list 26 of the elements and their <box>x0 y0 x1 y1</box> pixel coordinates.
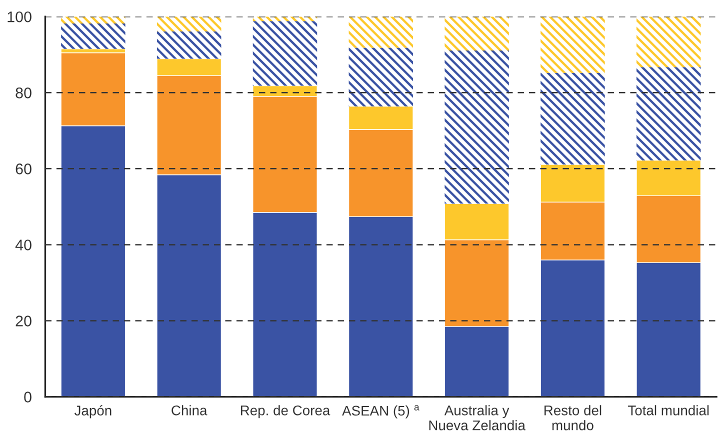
x-tick-label: ASEAN (5) $^{a}$ <box>342 405 420 418</box>
bar <box>156 31 222 59</box>
y-tick-label: 20 <box>16 316 32 326</box>
x-tick-label: Total mundial <box>628 405 709 416</box>
y-tick-label: 60 <box>16 164 32 174</box>
bar <box>636 67 701 160</box>
bar <box>636 16 701 68</box>
x-tick-label: Rep. de Corea <box>240 405 330 418</box>
bar <box>61 16 126 24</box>
bar <box>61 23 126 49</box>
y-tick-label: 0 <box>24 392 32 402</box>
y-tick-label: 100 <box>8 11 32 22</box>
bar <box>444 50 509 204</box>
bar <box>348 16 414 48</box>
bar <box>444 16 509 50</box>
bar <box>540 16 605 73</box>
x-tick-label: Australia y Nueva Zelandia <box>429 405 526 430</box>
bar <box>348 48 414 106</box>
y-tick-label: 80 <box>16 88 32 98</box>
bar <box>540 72 605 164</box>
y-tick-label: 40 <box>15 240 32 250</box>
x-tick-label: Resto del mundo <box>544 405 602 430</box>
bar <box>252 21 318 86</box>
x-tick-label: Japón <box>74 405 112 418</box>
x-tick-label: China <box>172 405 208 416</box>
bar <box>156 16 222 32</box>
